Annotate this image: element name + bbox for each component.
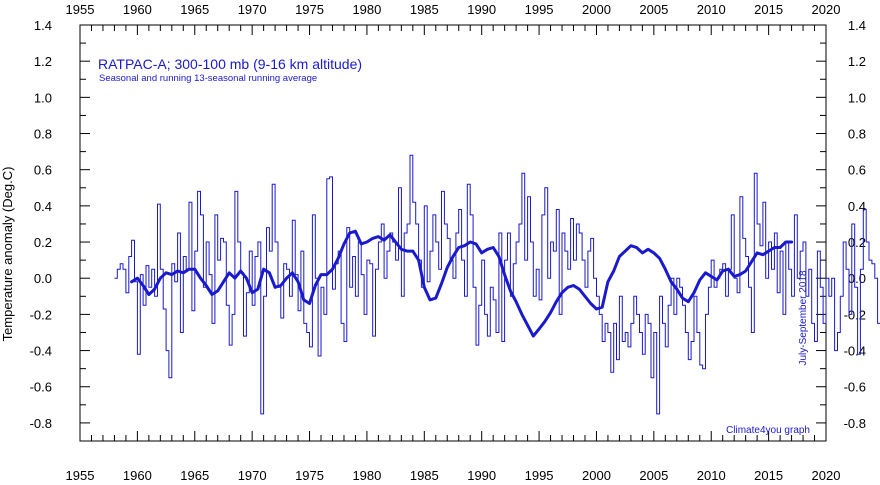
- x-tick-label-top: 2000: [582, 2, 611, 17]
- y-tick-label-right: 1.0: [848, 90, 866, 105]
- y-tick-label-right: 0.0: [848, 271, 866, 286]
- x-tick-label-top: 1970: [238, 2, 267, 17]
- chart-subtitle: Seasonal and running 13-seasonal running…: [99, 73, 317, 84]
- y-tick-label-left: 0.8: [34, 127, 52, 142]
- x-tick-label-bottom: 2015: [754, 468, 783, 483]
- data-series: [114, 154, 880, 415]
- seasonal-series-line: [114, 154, 880, 415]
- x-tick-label-top: 1995: [525, 2, 554, 17]
- x-tick-label-bottom: 2020: [812, 468, 841, 483]
- x-tick-label-bottom: 2005: [639, 468, 668, 483]
- y-tick-label-right: 1.4: [848, 18, 866, 33]
- y-tick-label-right: -0.2: [844, 307, 866, 322]
- y-tick-label-left: 1.0: [34, 90, 52, 105]
- credit-label: Climate4you graph: [726, 425, 810, 436]
- x-tick-label-top: 1990: [467, 2, 496, 17]
- x-tick-label-top: 1960: [123, 2, 152, 17]
- y-tick-label-right: 0.6: [848, 163, 866, 178]
- x-tick-label-top: 2010: [697, 2, 726, 17]
- x-tick-label-top: 1955: [66, 2, 95, 17]
- y-tick-label-left: 1.4: [34, 18, 52, 33]
- x-tick-label-top: 2005: [639, 2, 668, 17]
- x-tick-label-bottom: 1960: [123, 468, 152, 483]
- y-tick-label-left: -0.4: [30, 344, 52, 359]
- x-tick-label-top: 2015: [754, 2, 783, 17]
- y-tick-label-left: 0.0: [34, 271, 52, 286]
- y-tick-label-left: 0.4: [34, 199, 52, 214]
- y-tick-label-right: -0.4: [844, 344, 866, 359]
- x-tick-label-top: 1975: [295, 2, 324, 17]
- x-tick-label-bottom: 1970: [238, 468, 267, 483]
- x-tick-label-bottom: 1980: [352, 468, 381, 483]
- y-tick-label-left: 0.6: [34, 163, 52, 178]
- x-tick-label-top: 1965: [180, 2, 209, 17]
- x-tick-label-bottom: 1965: [180, 468, 209, 483]
- y-tick-label-right: 0.8: [848, 127, 866, 142]
- y-tick-label-right: 1.2: [848, 54, 866, 69]
- x-tick-label-bottom: 1985: [410, 468, 439, 483]
- y-axis-title: Temperature anomaly (Deg.C): [0, 167, 15, 342]
- y-tick-label-right: 0.4: [848, 199, 866, 214]
- y-tick-label-right: -0.6: [844, 380, 866, 395]
- plot-frame: [79, 24, 827, 442]
- y-tick-label-left: -0.2: [30, 307, 52, 322]
- y-tick-label-left: -0.8: [30, 416, 52, 431]
- x-tick-label-top: 1980: [352, 2, 381, 17]
- x-tick-label-bottom: 2010: [697, 468, 726, 483]
- x-tick-label-bottom: 1995: [525, 468, 554, 483]
- x-tick-label-bottom: 1975: [295, 468, 324, 483]
- x-tick-label-bottom: 1955: [66, 468, 95, 483]
- y-tick-label-right: 0.2: [848, 235, 866, 250]
- axis-ticks: [79, 24, 827, 442]
- y-tick-label-left: 0.2: [34, 235, 52, 250]
- x-tick-label-bottom: 1990: [467, 468, 496, 483]
- x-tick-label-top: 1985: [410, 2, 439, 17]
- x-tick-label-top: 2020: [812, 2, 841, 17]
- y-tick-label-right: -0.8: [844, 416, 866, 431]
- running-average-line: [130, 229, 794, 338]
- y-tick-label-left: -0.6: [30, 380, 52, 395]
- x-tick-label-bottom: 2000: [582, 468, 611, 483]
- chart-title: RATPAC-A; 300-100 mb (9-16 km altitude): [98, 56, 362, 72]
- y-tick-label-left: 1.2: [34, 54, 52, 69]
- axis-tick-labels: 1955 1955 1960 1960 1965 1965 1970 1970 1975 1975…: [30, 2, 866, 483]
- period-note: July-September 2018: [798, 270, 809, 365]
